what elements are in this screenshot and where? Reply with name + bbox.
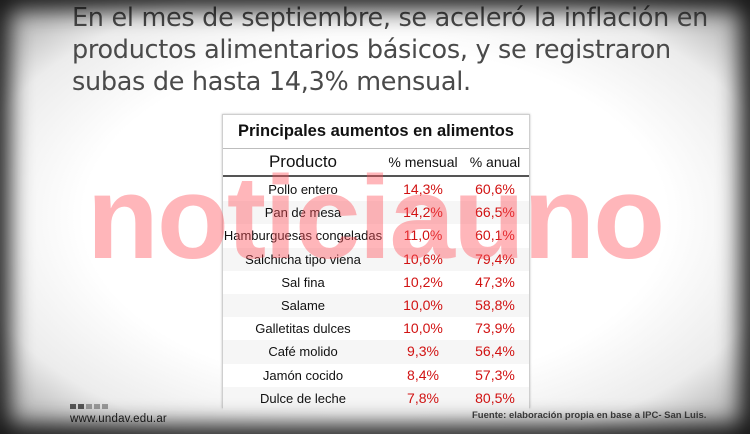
cell-annual: 66,5% xyxy=(475,204,515,221)
source-note: Fuente: elaboración propia en base a IPC… xyxy=(472,410,707,421)
cell-annual: 79,4% xyxy=(475,250,515,267)
table-row: Salame 10,0% 58,8% xyxy=(223,293,529,318)
cell-product: Salchicha tipo viena xyxy=(245,251,361,267)
table-row: Pollo entero 14,3% 60,6% xyxy=(223,178,529,201)
cell-product: Jamón cocido xyxy=(262,367,344,383)
price-increase-table: Principales aumentos en alimentos Produc… xyxy=(222,114,530,410)
table-row: Pan de mesa 14,2% 66,5% xyxy=(223,201,529,225)
cell-product: Dulce de leche xyxy=(260,390,346,406)
table-row: Dulce de leche 7,8% 80,5% xyxy=(223,386,529,410)
table-body: Pollo entero 14,3% 60,6% Pan de mesa 14,2% 66… xyxy=(223,177,529,410)
cell-product: Café molido xyxy=(268,344,338,360)
header-monthly: % mensual xyxy=(388,154,458,170)
cell-product: Hamburguesas congeladas xyxy=(223,228,383,244)
cell-product: Salame xyxy=(280,297,326,313)
cell-monthly: 11,0% xyxy=(403,227,443,244)
table-header-row: Producto % mensual % anual xyxy=(223,149,529,177)
cell-monthly: 10,0% xyxy=(403,296,443,313)
table-row: Café molido 9,3% 56,4% xyxy=(223,340,529,364)
cell-annual: 56,4% xyxy=(475,343,515,360)
cell-monthly: 7,8% xyxy=(407,389,439,406)
cell-annual: 73,9% xyxy=(475,320,515,337)
cell-monthly: 10,0% xyxy=(403,320,443,337)
cell-annual: 60,6% xyxy=(475,181,515,197)
cell-monthly: 8,4% xyxy=(407,366,439,383)
headline: En el mes de septiembre, se aceleró la i… xyxy=(72,3,709,97)
cell-annual: 80,5% xyxy=(475,389,515,406)
header-annual: % anual xyxy=(469,154,521,170)
table-row: Salchicha tipo viena 10,6% 79,4% xyxy=(223,247,529,271)
site-url: www.undav.edu.ar xyxy=(70,413,167,425)
cell-product: Pollo entero xyxy=(268,182,338,197)
table-row: Galletitas dulces 10,0% 73,9% xyxy=(223,317,529,340)
cell-product: Galletitas dulces xyxy=(255,321,351,337)
cell-annual: 47,3% xyxy=(475,273,515,290)
table-row: Sal fina 10,2% 47,3% xyxy=(223,271,529,294)
table-title: Principales aumentos en alimentos xyxy=(223,115,529,149)
table-row: Jamón cocido 8,4% 57,3% xyxy=(223,364,529,387)
cell-monthly: 14,3% xyxy=(403,181,443,197)
cell-monthly: 10,2% xyxy=(403,273,443,290)
logo-dots-icon xyxy=(70,404,167,409)
header-product: Producto xyxy=(268,152,338,171)
cell-annual: 58,8% xyxy=(475,296,515,313)
cell-monthly: 9,3% xyxy=(407,343,439,360)
undav-logo: www.undav.edu.ar xyxy=(70,404,167,432)
cell-monthly: 10,6% xyxy=(403,250,443,267)
table-row: Hamburguesas congeladas 11,0% 60,1% xyxy=(223,224,529,247)
cell-annual: 60,1% xyxy=(475,227,515,244)
cell-product: Sal fina xyxy=(281,274,325,290)
cell-annual: 57,3% xyxy=(475,366,515,383)
cell-monthly: 14,2% xyxy=(403,204,443,221)
cell-product: Pan de mesa xyxy=(264,205,342,221)
